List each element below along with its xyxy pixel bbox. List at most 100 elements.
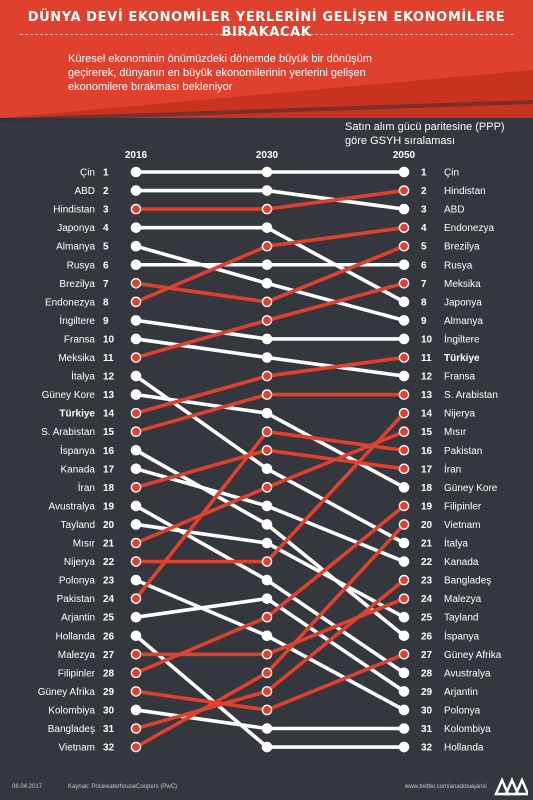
right-rank-number: 20 bbox=[421, 520, 433, 531]
right-country-label: Arjantin bbox=[444, 687, 478, 698]
point-9-2050 bbox=[398, 370, 410, 382]
left-country-label: Çin bbox=[80, 168, 95, 179]
right-rank-number: 19 bbox=[421, 501, 433, 512]
anadolu-agency-logo bbox=[494, 776, 528, 796]
point-1-2050 bbox=[398, 203, 410, 215]
point-28-2030 bbox=[261, 704, 273, 716]
point-25-2016 bbox=[130, 630, 142, 642]
left-rank-number: 32 bbox=[103, 743, 115, 754]
point-4-2030 bbox=[261, 277, 273, 289]
point-6-2016 bbox=[130, 277, 142, 289]
right-rank-number: 2 bbox=[421, 186, 427, 197]
point-29-2030 bbox=[261, 723, 273, 734]
point-21-2016 bbox=[130, 556, 142, 567]
point-24-2050 bbox=[398, 686, 410, 697]
left-country-label: Meksika bbox=[58, 353, 95, 364]
left-rank-number: 21 bbox=[103, 539, 115, 550]
right-rank-number: 29 bbox=[421, 687, 433, 698]
point-13-2016 bbox=[130, 407, 142, 419]
point-12-2050 bbox=[398, 482, 410, 493]
left-country-label: Bangladeş bbox=[48, 724, 95, 735]
right-rank-number: 16 bbox=[421, 446, 433, 457]
point-25-2050 bbox=[398, 741, 410, 753]
right-rank-number: 25 bbox=[421, 613, 433, 624]
year-label-2030: 2030 bbox=[256, 150, 279, 161]
point-3-2030 bbox=[261, 222, 273, 233]
left-rank-number: 19 bbox=[103, 501, 115, 512]
left-rank-number: 18 bbox=[103, 483, 115, 494]
point-11-2016 bbox=[130, 370, 142, 382]
point-23-2050 bbox=[398, 444, 410, 456]
point-2-2016 bbox=[130, 203, 142, 215]
left-country-label: Tayland bbox=[61, 520, 95, 531]
right-country-label: İngiltere bbox=[444, 332, 480, 345]
point-15-2016 bbox=[130, 444, 142, 456]
footer-twitter-handle[interactable]: www.twitter.com/anadoluajansi bbox=[405, 784, 487, 790]
ranking-note: Satın alım gücü paritesine (PPP) göre GS… bbox=[345, 121, 505, 147]
point-15-2030 bbox=[261, 519, 273, 530]
point-23-2016 bbox=[130, 593, 142, 604]
left-rank-number: 16 bbox=[103, 446, 115, 457]
point-19-2030 bbox=[261, 537, 273, 549]
point-16-2050 bbox=[398, 556, 410, 567]
right-country-label: Endonezya bbox=[444, 223, 494, 234]
point-2-2030 bbox=[261, 203, 273, 215]
left-country-label: İngiltere bbox=[59, 314, 95, 327]
point-3-2050 bbox=[398, 296, 410, 308]
point-18-2016 bbox=[130, 500, 142, 512]
right-country-label: Avustralya bbox=[444, 668, 491, 679]
right-rank-number: 9 bbox=[421, 316, 427, 327]
point-27-2050 bbox=[398, 500, 410, 512]
left-rank-number: 13 bbox=[103, 390, 115, 401]
point-20-2030 bbox=[261, 482, 273, 493]
right-country-label: Brezilya bbox=[444, 242, 480, 253]
point-23-2030 bbox=[261, 426, 273, 438]
point-5-2050 bbox=[398, 259, 410, 271]
left-country-label: Pakistan bbox=[57, 594, 95, 605]
point-12-2016 bbox=[130, 389, 142, 400]
point-14-2050 bbox=[398, 389, 410, 400]
left-rank-number: 17 bbox=[103, 464, 115, 475]
point-8-2030 bbox=[261, 333, 273, 345]
right-rank-number: 28 bbox=[421, 668, 433, 679]
right-country-label: İtalya bbox=[444, 537, 468, 550]
point-28-2050 bbox=[398, 649, 410, 660]
point-13-2030 bbox=[261, 370, 273, 382]
point-9-2016 bbox=[130, 333, 142, 345]
right-rank-number: 21 bbox=[421, 539, 433, 550]
left-country-label: S. Arabistan bbox=[41, 427, 95, 438]
left-country-label: Filipinler bbox=[58, 668, 96, 679]
left-country-label: İran bbox=[78, 481, 95, 494]
left-rank-number: 6 bbox=[103, 260, 109, 271]
right-country-label: Bangladeş bbox=[444, 576, 491, 587]
left-rank-number: 11 bbox=[103, 353, 114, 364]
point-30-2016 bbox=[130, 723, 142, 734]
right-country-label: Almanya bbox=[444, 316, 483, 327]
right-country-label: İran bbox=[444, 462, 461, 475]
point-4-2016 bbox=[130, 240, 142, 252]
point-5-2030 bbox=[261, 259, 273, 271]
left-country-label: Güney Kore bbox=[42, 390, 96, 401]
point-31-2016 bbox=[130, 741, 142, 753]
right-rank-number: 8 bbox=[421, 297, 427, 308]
left-rank-number: 8 bbox=[103, 297, 109, 308]
right-country-label: Malezya bbox=[444, 594, 482, 605]
left-rank-number: 9 bbox=[103, 316, 109, 327]
point-21-2050 bbox=[398, 407, 410, 419]
point-7-2030 bbox=[261, 240, 273, 252]
point-27-2030 bbox=[261, 611, 273, 623]
left-rank-number: 20 bbox=[103, 520, 115, 531]
footer-date: 06.04.2017 bbox=[12, 784, 43, 790]
right-rank-number: 3 bbox=[421, 205, 427, 216]
left-rank-number: 24 bbox=[103, 594, 115, 605]
point-1-2016 bbox=[130, 185, 142, 196]
point-2-2050 bbox=[398, 185, 410, 196]
right-country-label: Nijerya bbox=[444, 409, 476, 420]
point-22-2050 bbox=[398, 704, 410, 716]
right-country-label: Vietnam bbox=[444, 520, 481, 531]
right-rank-number: 13 bbox=[421, 390, 433, 401]
left-country-label: Endonezya bbox=[45, 297, 95, 308]
right-country-label: Hindistan bbox=[444, 186, 486, 197]
left-rank-number: 22 bbox=[103, 557, 115, 568]
